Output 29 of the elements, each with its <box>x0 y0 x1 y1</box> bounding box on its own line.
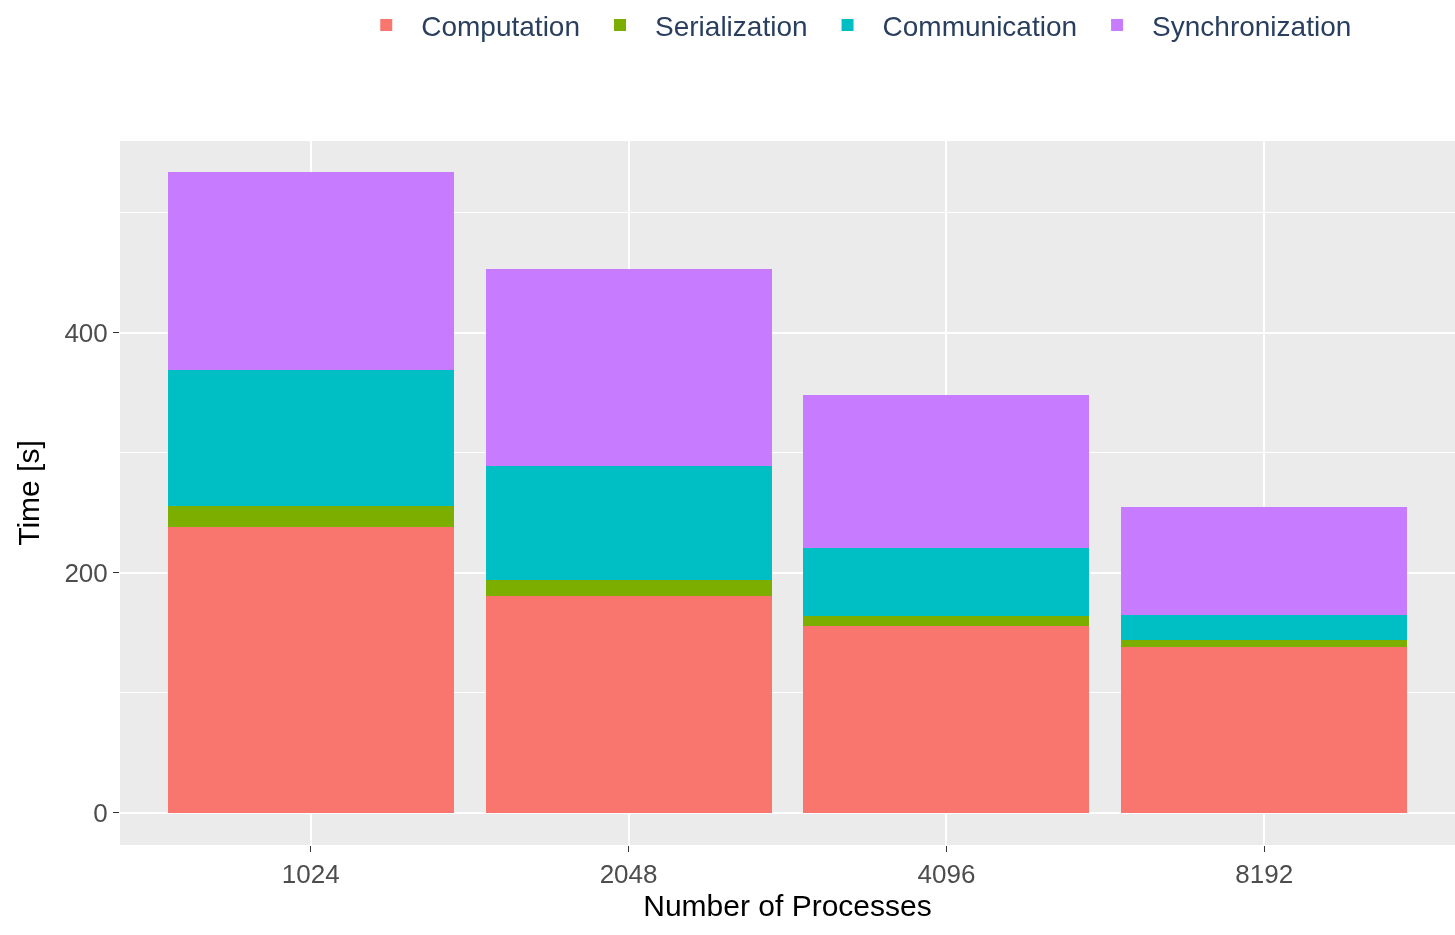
y-axis-title: Time [s] <box>12 440 46 546</box>
y-tick-label: 200 <box>64 557 108 588</box>
x-tick-label: 4096 <box>917 859 976 890</box>
bar <box>803 547 1090 616</box>
bar <box>1121 647 1408 813</box>
bar <box>167 505 454 528</box>
bar <box>803 625 1090 813</box>
x-tick-label: 2048 <box>599 859 658 890</box>
legend-label: Communication <box>882 10 1078 42</box>
bar <box>167 527 454 813</box>
y-tick-label: 0 <box>93 797 108 828</box>
x-tick-label: 8192 <box>1235 859 1294 890</box>
legend-label: Serialization <box>655 10 808 42</box>
bar <box>1121 614 1408 640</box>
x-tick-label: 1024 <box>281 859 340 890</box>
bar <box>1121 639 1408 648</box>
bar <box>803 615 1090 626</box>
bar <box>803 395 1090 548</box>
bar <box>167 370 454 506</box>
bar <box>167 172 454 371</box>
bar <box>485 579 772 596</box>
bar <box>485 269 772 467</box>
bar <box>485 466 772 580</box>
legend-label: Computation <box>421 10 581 42</box>
bar <box>485 595 772 813</box>
bar <box>1121 506 1408 615</box>
x-axis-title: Number of Processes <box>643 889 932 923</box>
legend-label: Synchronization <box>1152 10 1352 42</box>
y-tick-label: 400 <box>64 317 108 348</box>
